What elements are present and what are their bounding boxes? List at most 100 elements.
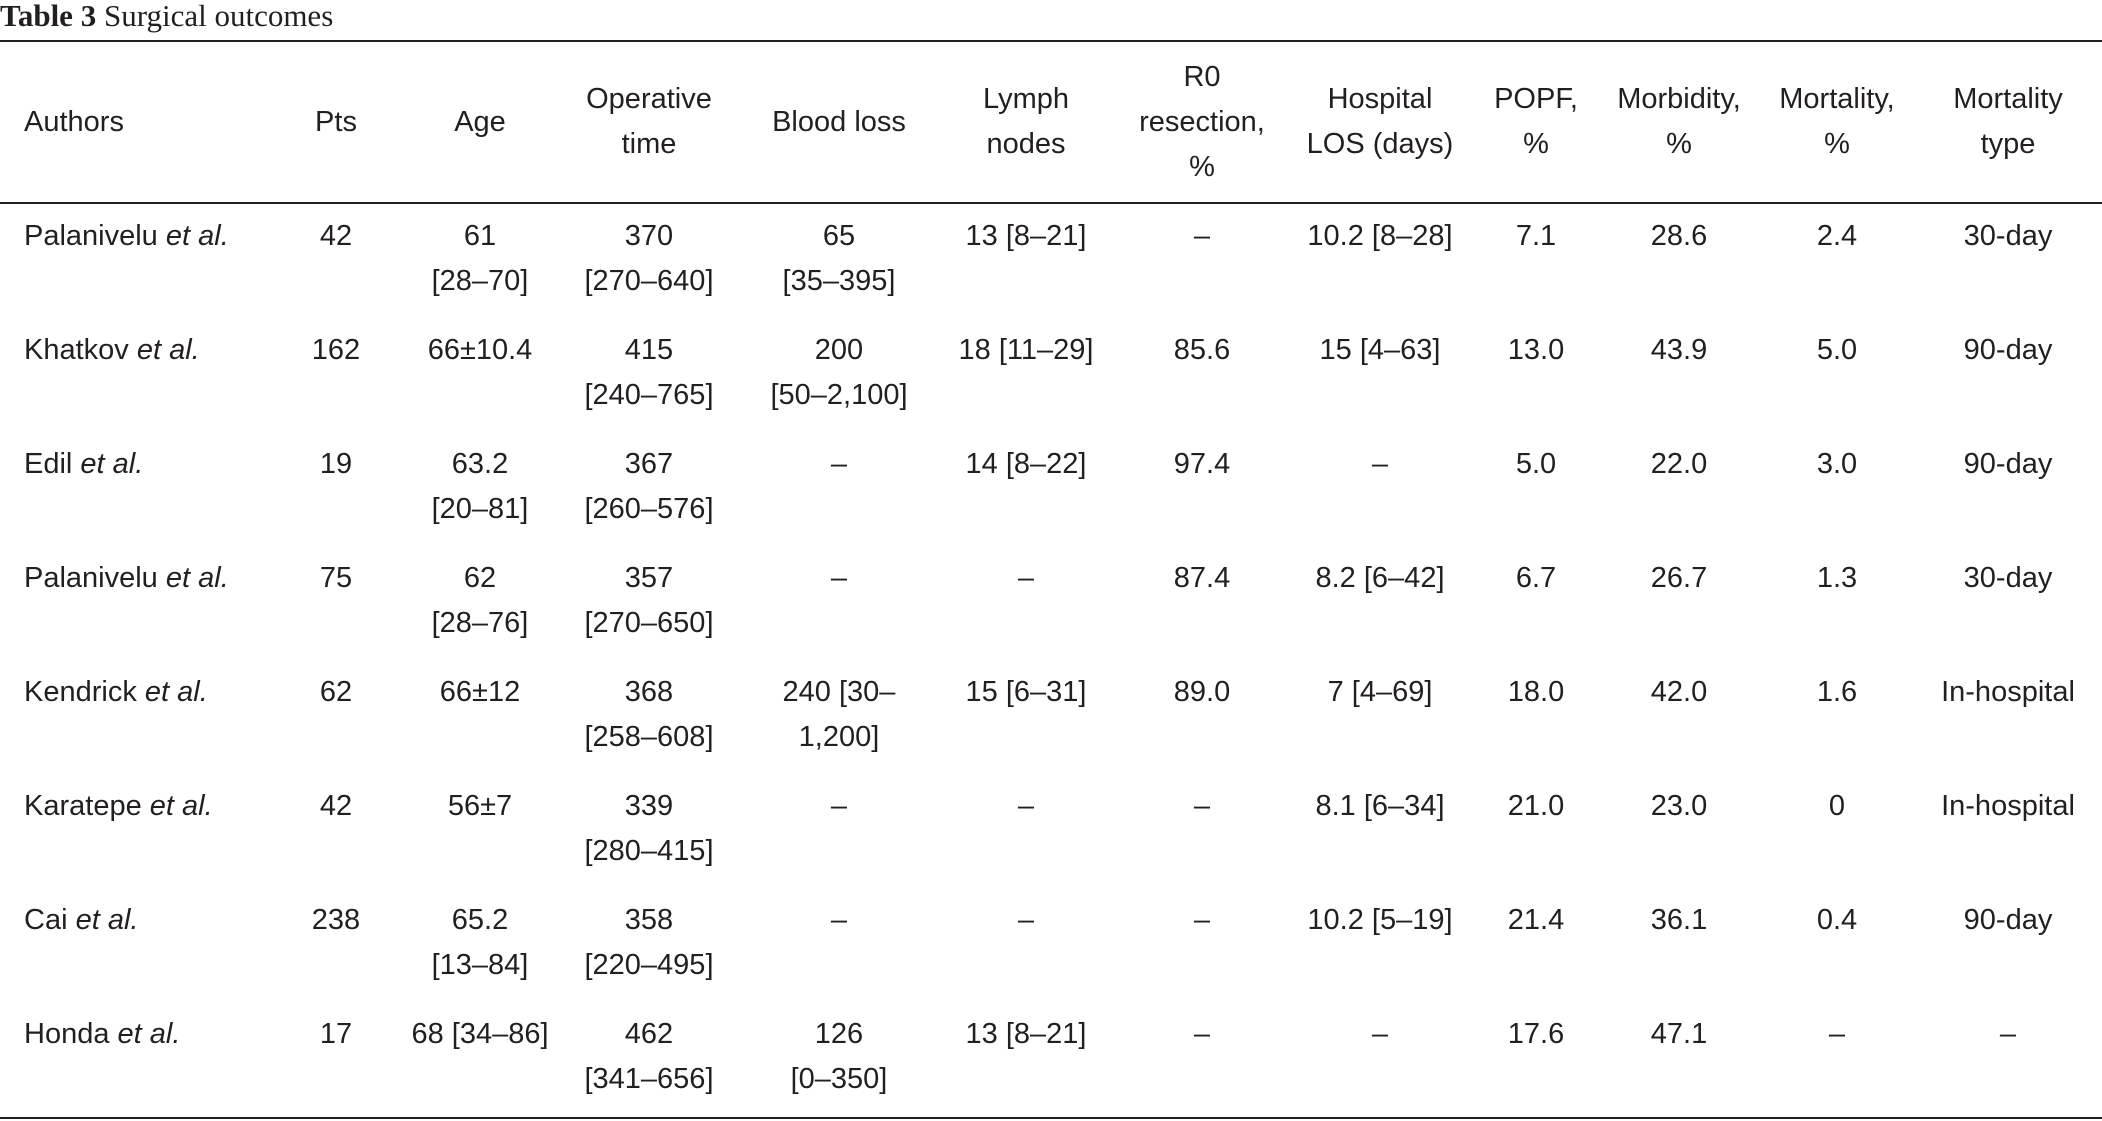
cell-operative-time: 339 [280–415] bbox=[554, 772, 744, 886]
author-name: Palanivelu bbox=[24, 562, 158, 594]
cell-popf-text: 21.4 bbox=[1507, 904, 1565, 936]
header-line: % bbox=[1523, 128, 1549, 160]
cell-age-text: 68 [34–86] bbox=[411, 1018, 549, 1050]
cell-lymph-nodes: 18 [11–29] bbox=[934, 316, 1118, 430]
cell-morbidity-text: 28.6 bbox=[1650, 220, 1708, 252]
cell-lymph-nodes-text: 18 [11–29] bbox=[958, 334, 1094, 366]
author-etal: et al. bbox=[165, 562, 229, 594]
cell-mortality: 5.0 bbox=[1760, 316, 1914, 430]
cell-age: 68 [34–86] bbox=[406, 1000, 554, 1114]
header-pts: Pts bbox=[266, 42, 406, 202]
cell-mortality-type-text: 30-day bbox=[1963, 220, 2053, 252]
cell-blood-loss: 126 [0–350] bbox=[744, 1000, 934, 1114]
table-row: Karatepe et al. 42 56±7 339 [280–415] – – – 8.1 … bbox=[0, 772, 2102, 886]
cell-morbidity: 23.0 bbox=[1598, 772, 1760, 886]
table-body: Palanivelu et al. 42 61 [28–70] 370 [270–640]… bbox=[0, 202, 2102, 1114]
cell-hospital-los-text: 7 [4–69] bbox=[1327, 676, 1433, 708]
cell-r0-resection: 87.4 bbox=[1118, 544, 1286, 658]
top-rule bbox=[0, 40, 2102, 42]
cell-mortality-text: 0.4 bbox=[1816, 904, 1858, 936]
cell-morbidity-text: 43.9 bbox=[1650, 334, 1708, 366]
author-name: Honda bbox=[24, 1018, 110, 1050]
cell-age-text: [28–70] bbox=[431, 265, 529, 297]
cell-popf: 6.7 bbox=[1474, 544, 1598, 658]
header-line: POPF, bbox=[1494, 83, 1578, 115]
cell-mortality-text: 1.3 bbox=[1816, 562, 1858, 594]
cell-r0-resection-text: – bbox=[1193, 1018, 1211, 1050]
cell-hospital-los: 15 [4–63] bbox=[1286, 316, 1474, 430]
cell-age-text: 56±7 bbox=[447, 790, 513, 822]
header-hospital-los: Hospital LOS (days) bbox=[1286, 42, 1474, 202]
cell-mortality-type: In-hospital bbox=[1914, 658, 2102, 772]
cell-blood-loss: – bbox=[744, 544, 934, 658]
table-caption: Table 3 Surgical outcomes bbox=[0, 0, 333, 40]
cell-blood-loss: – bbox=[744, 430, 934, 544]
cell-lymph-nodes-text: 15 [6–31] bbox=[965, 676, 1087, 708]
cell-operative-time-text: [270–640] bbox=[584, 265, 714, 297]
cell-mortality: – bbox=[1760, 1000, 1914, 1114]
cell-operative-time-text: 358 bbox=[624, 904, 674, 936]
cell-r0-resection-text: 89.0 bbox=[1173, 676, 1231, 708]
cell-age-text: 66±10.4 bbox=[427, 334, 533, 366]
cell-hospital-los-text: – bbox=[1371, 448, 1389, 480]
header-line: LOS (days) bbox=[1306, 128, 1454, 160]
header-line: nodes bbox=[986, 128, 1066, 160]
cell-popf: 17.6 bbox=[1474, 1000, 1598, 1114]
cell-age: 66±12 bbox=[406, 658, 554, 772]
cell-operative-time-text: [220–495] bbox=[584, 949, 714, 981]
cell-popf-text: 13.0 bbox=[1507, 334, 1565, 366]
cell-mortality: 3.0 bbox=[1760, 430, 1914, 544]
header-row: Authors Pts Age Operative time Blood los… bbox=[0, 42, 2102, 202]
cell-blood-loss: 200 [50–2,100] bbox=[744, 316, 934, 430]
cell-hospital-los-text: 10.2 [8–28] bbox=[1307, 220, 1453, 252]
header-age: Age bbox=[406, 42, 554, 202]
cell-pts: 162 bbox=[266, 316, 406, 430]
table-title: Surgical outcomes bbox=[103, 0, 334, 33]
cell-r0-resection-text: 87.4 bbox=[1173, 562, 1231, 594]
cell-age-text: 62 bbox=[463, 562, 497, 594]
header-line: Operative bbox=[586, 83, 712, 115]
author-etal: et al. bbox=[136, 334, 200, 366]
cell-operative-time: 368 [258–608] bbox=[554, 658, 744, 772]
cell-hospital-los: 10.2 [5–19] bbox=[1286, 886, 1474, 1000]
cell-blood-loss-text: – bbox=[830, 790, 848, 822]
header-line: Hospital bbox=[1327, 83, 1433, 115]
header-morbidity: Morbidity, % bbox=[1598, 42, 1760, 202]
cell-mortality: 0 bbox=[1760, 772, 1914, 886]
table-row: Palanivelu et al. 75 62 [28–76] 357 [270–650]… bbox=[0, 544, 2102, 658]
cell-blood-loss-text: [50–2,100] bbox=[770, 379, 908, 411]
bottom-rule bbox=[0, 1117, 2102, 1119]
cell-author: Karatepe et al. bbox=[0, 772, 266, 886]
cell-morbidity-text: 42.0 bbox=[1650, 676, 1708, 708]
cell-age: 61 [28–70] bbox=[406, 202, 554, 316]
cell-pts-text: 19 bbox=[319, 448, 353, 480]
cell-age-text: 63.2 bbox=[451, 448, 509, 480]
author-etal: et al. bbox=[149, 790, 213, 822]
cell-morbidity: 47.1 bbox=[1598, 1000, 1760, 1114]
cell-age: 63.2 [20–81] bbox=[406, 430, 554, 544]
cell-hospital-los-text: 10.2 [5–19] bbox=[1307, 904, 1453, 936]
cell-mortality-type: 90-day bbox=[1914, 316, 2102, 430]
cell-popf: 21.0 bbox=[1474, 772, 1598, 886]
table-row: Palanivelu et al. 42 61 [28–70] 370 [270–640]… bbox=[0, 202, 2102, 316]
cell-blood-loss-text: 126 bbox=[814, 1018, 864, 1050]
cell-mortality-type-text: In-hospital bbox=[1941, 790, 2075, 822]
surgical-outcomes-table: Authors Pts Age Operative time Blood los… bbox=[0, 42, 2102, 1114]
header-r0-resection: R0 resection, % bbox=[1118, 42, 1286, 202]
cell-lymph-nodes: – bbox=[934, 886, 1118, 1000]
cell-r0-resection: 85.6 bbox=[1118, 316, 1286, 430]
cell-popf: 18.0 bbox=[1474, 658, 1598, 772]
cell-mortality: 1.3 bbox=[1760, 544, 1914, 658]
cell-age-text: 65.2 bbox=[451, 904, 509, 936]
cell-morbidity-text: 23.0 bbox=[1650, 790, 1708, 822]
author-name: Palanivelu bbox=[24, 220, 158, 252]
cell-lymph-nodes: – bbox=[934, 544, 1118, 658]
cell-lymph-nodes: 14 [8–22] bbox=[934, 430, 1118, 544]
cell-mortality: 2.4 bbox=[1760, 202, 1914, 316]
cell-pts: 17 bbox=[266, 1000, 406, 1114]
header-line: Lymph bbox=[983, 83, 1069, 115]
cell-pts: 62 bbox=[266, 658, 406, 772]
cell-operative-time: 367 [260–576] bbox=[554, 430, 744, 544]
cell-lymph-nodes: 13 [8–21] bbox=[934, 202, 1118, 316]
cell-morbidity: 42.0 bbox=[1598, 658, 1760, 772]
